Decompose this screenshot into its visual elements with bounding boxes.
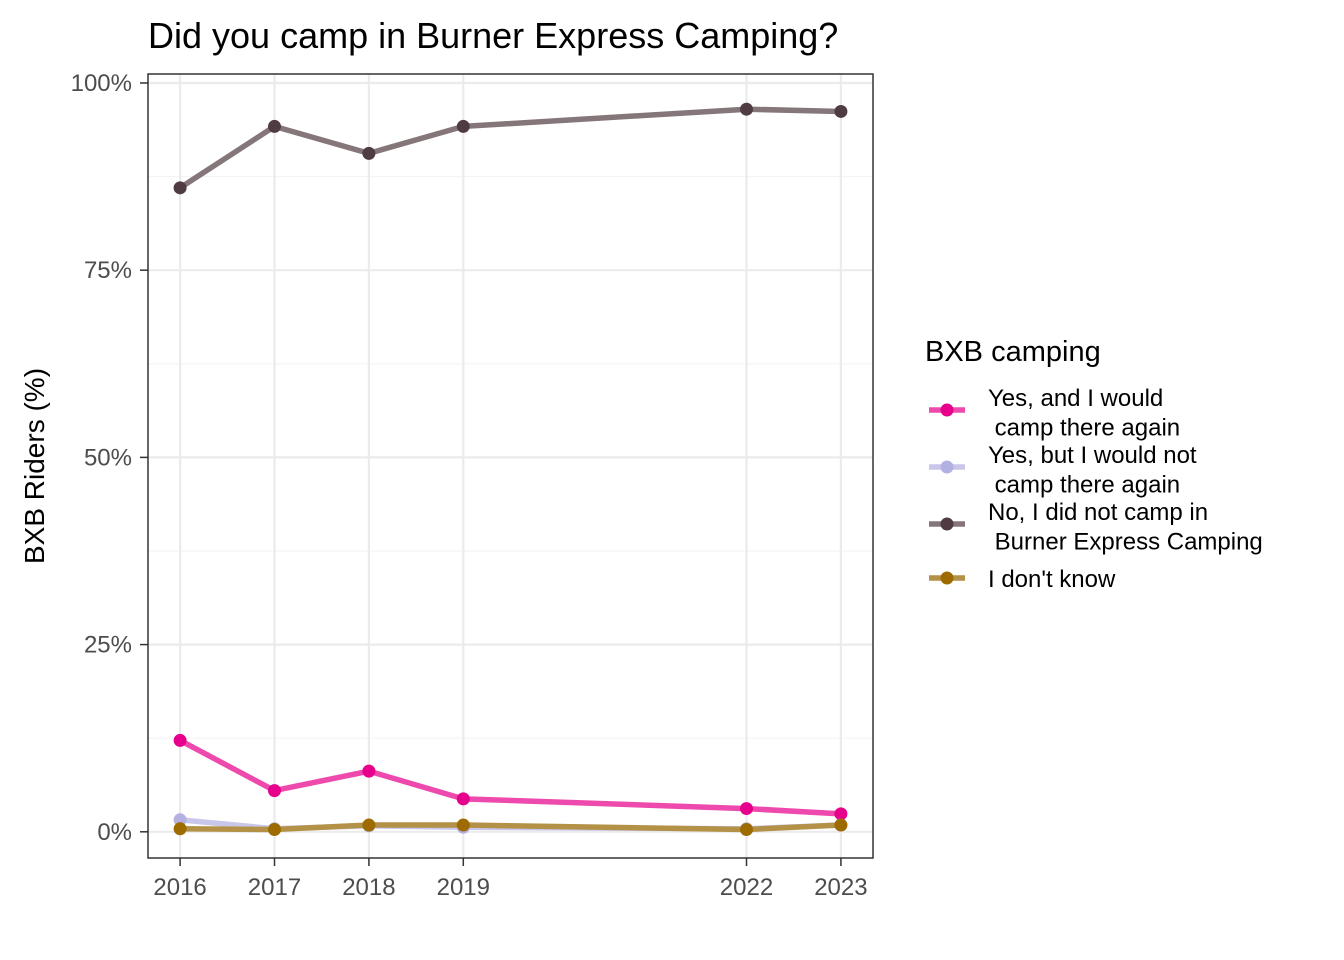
data-point	[173, 733, 187, 747]
y-tick-label: 0%	[97, 819, 132, 846]
legend-key-point	[940, 460, 954, 474]
x-tick-label: 2019	[437, 874, 490, 901]
x-tick-label: 2023	[814, 874, 867, 901]
y-axis-title: BXB Riders (%)	[19, 368, 50, 564]
series-3	[173, 102, 848, 195]
data-point	[173, 822, 187, 836]
data-point	[173, 181, 187, 195]
panel-background	[148, 74, 873, 858]
series-line	[178, 106, 841, 191]
legend-title: BXB camping	[925, 336, 1101, 368]
data-point	[834, 807, 848, 821]
legend-label: Yes, and I would camp there again	[988, 385, 1180, 442]
series-layer	[173, 102, 848, 837]
data-point	[362, 818, 376, 832]
chart-title: Did you camp in Burner Express Camping?	[148, 15, 838, 56]
legend-key-point	[940, 571, 954, 585]
y-tick-label: 75%	[84, 257, 132, 284]
y-tick-label: 100%	[71, 70, 132, 97]
data-point	[740, 802, 754, 816]
legend-item-1: Yes, and I would camp there again	[929, 385, 1180, 442]
data-point	[456, 792, 470, 806]
data-point	[740, 102, 754, 116]
y-axis: 0% 25% 50% 75% 100%	[71, 70, 148, 846]
legend: BXB camping Yes, and I would camp there …	[925, 336, 1263, 593]
data-point	[362, 146, 376, 160]
legend-label: Yes, but I would not camp there again	[988, 442, 1197, 499]
legend-item-3: No, I did not camp in Burner Express Cam…	[929, 499, 1263, 556]
data-point	[456, 119, 470, 133]
data-point	[362, 764, 376, 778]
legend-label: No, I did not camp in Burner Express Cam…	[988, 499, 1263, 556]
x-tick-label: 2016	[153, 874, 206, 901]
series-1	[173, 733, 848, 821]
data-point	[834, 104, 848, 118]
legend-item-2: Yes, but I would not camp there again	[929, 442, 1197, 499]
series-line	[178, 738, 842, 817]
x-tick-label: 2022	[720, 874, 773, 901]
data-point	[267, 784, 281, 798]
series-4	[173, 818, 848, 837]
legend-key-point	[940, 517, 954, 531]
x-tick-label: 2018	[342, 874, 395, 901]
data-point	[267, 823, 281, 837]
data-point	[173, 813, 187, 827]
plot-panel	[148, 74, 873, 858]
legend-label: I don't know	[988, 566, 1116, 593]
legend-item-4: I don't know	[929, 566, 1116, 593]
gridlines	[148, 74, 873, 858]
panel-border	[147, 73, 874, 859]
data-point	[267, 119, 281, 133]
y-tick-label: 25%	[84, 632, 132, 659]
data-point	[834, 818, 848, 832]
data-point	[456, 818, 470, 832]
x-axis: 2016 2017 2018 2019 2022 2023	[153, 858, 868, 901]
x-tick-label: 2017	[248, 874, 301, 901]
series-line	[180, 822, 842, 833]
y-tick-label: 50%	[84, 444, 132, 471]
legend-key-point	[940, 403, 954, 417]
data-point	[740, 823, 754, 837]
